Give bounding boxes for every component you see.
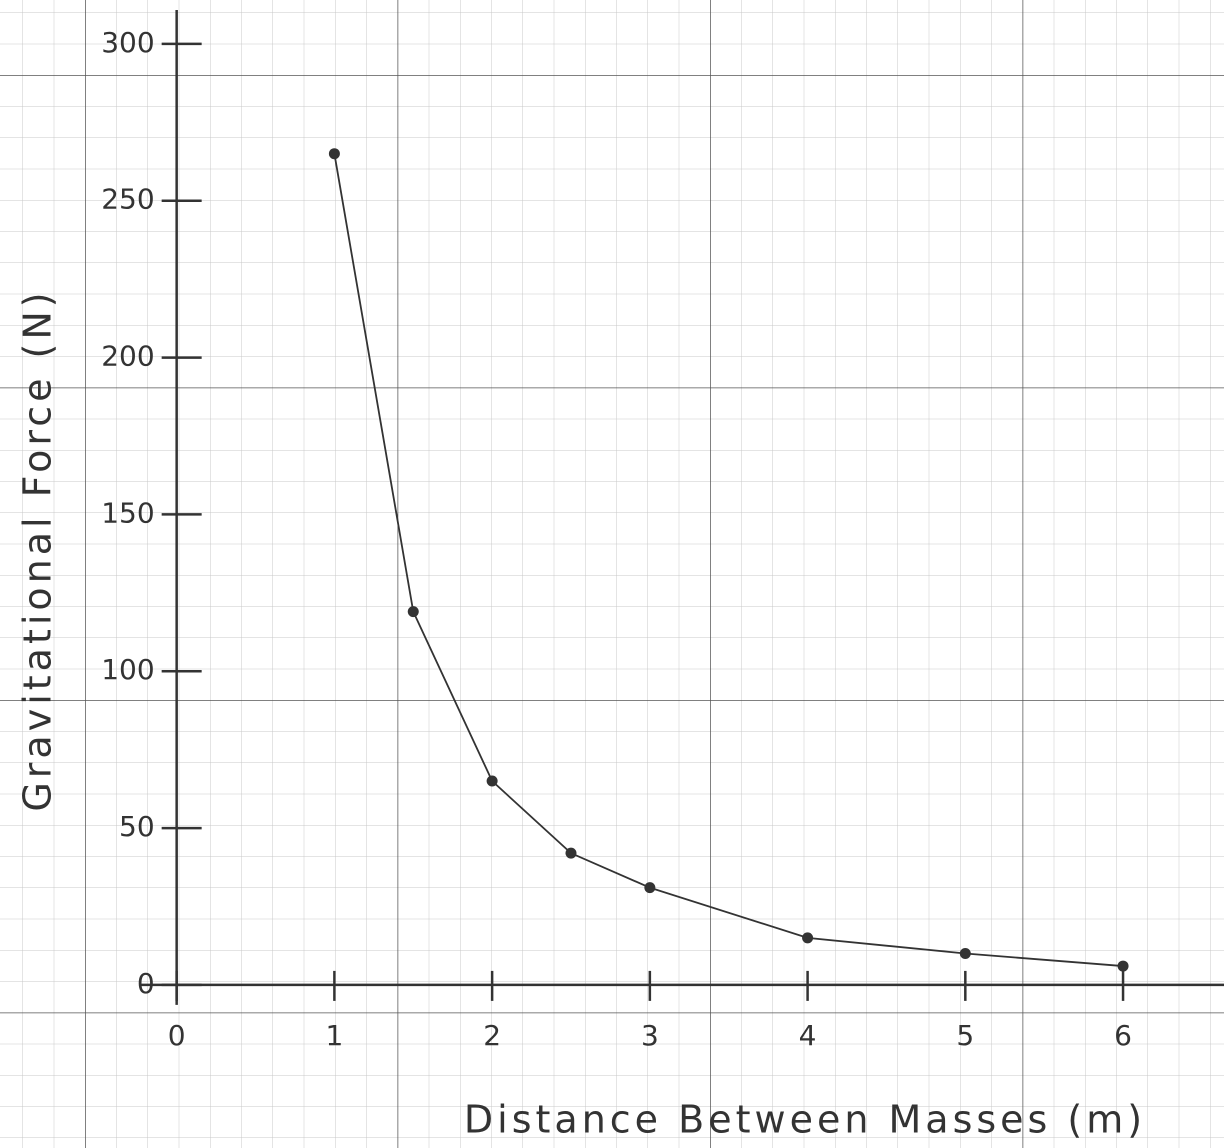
data-line [333,153,1124,967]
x-tick-label: 4 [799,1019,817,1052]
x-tick-label: 1 [325,1019,343,1052]
x-axis-title: Distance Between Masses (m) [464,1098,1146,1142]
y-tick-label: 50 [119,810,155,843]
data-point [407,606,419,618]
y-tick-label: 100 [101,653,154,686]
x-tick-label: 2 [483,1019,501,1052]
x-tick-label: 6 [1114,1019,1132,1052]
y-tick-label: 200 [101,340,154,373]
y-tick-label: 0 [137,967,155,1000]
marks [328,148,1129,972]
y-tick-label: 250 [101,183,154,216]
data-point [959,948,971,960]
data-point [486,775,498,787]
data-point [644,882,656,894]
x-tick-label: 0 [168,1019,186,1052]
y-tick-label: 150 [101,496,154,529]
data-point [802,932,814,944]
y-axis-title: Gravitational Force (N) [16,288,60,811]
y-tick-label: 300 [101,26,154,59]
data-point [1117,960,1129,972]
data-point [565,847,577,859]
axes: 0 50 100 150 200 250 300 0 1 2 3 4 5 6 [101,10,1224,1052]
data-point [328,148,340,160]
x-tick-label: 3 [641,1019,659,1052]
x-tick-label: 5 [956,1019,974,1052]
